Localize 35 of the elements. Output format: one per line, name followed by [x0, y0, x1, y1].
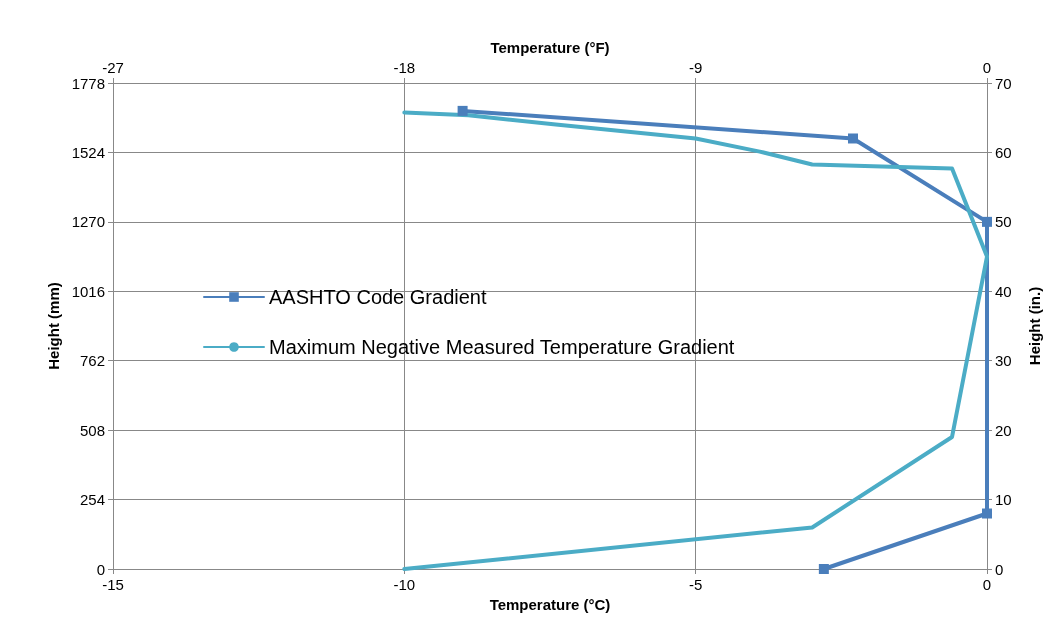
y2-tick-label: 40 — [995, 282, 1012, 300]
y2-tick-label: 10 — [995, 491, 1012, 509]
y-axis-title: Height (mm) — [44, 282, 62, 370]
x2-tick-label: 0 — [982, 59, 992, 76]
x-tick-label: -15 — [102, 576, 124, 593]
y-tick-label: 1016 — [71, 282, 105, 300]
y-tick-label: 1270 — [71, 213, 105, 231]
y-tick-label: 0 — [96, 560, 105, 578]
x2-tick-label: -27 — [102, 59, 124, 76]
y-tick-label: 1778 — [71, 74, 105, 92]
x2-tick-label: -9 — [688, 59, 703, 76]
y2-axis-title: Height (in.) — [1026, 286, 1043, 366]
x2-tick-label: -18 — [393, 59, 416, 76]
y2-tick-label: 0 — [995, 560, 1004, 578]
y-tick-label: 762 — [79, 352, 105, 370]
y2-tick-label: 20 — [995, 421, 1012, 439]
y2-tick-label: 60 — [995, 143, 1012, 161]
x-tick-label: -10 — [393, 576, 416, 593]
y2-tick-label: 70 — [995, 74, 1012, 92]
y-tick-label: 1524 — [71, 143, 105, 161]
point — [982, 216, 992, 227]
x2-axis-title: Temperature (°F) — [490, 39, 610, 57]
point — [982, 508, 992, 519]
x-tick-label: 0 — [982, 576, 992, 593]
y2-tick-label: 30 — [995, 352, 1012, 370]
point — [457, 105, 468, 116]
y2-tick-label: 50 — [995, 213, 1012, 231]
point — [818, 564, 829, 574]
y-tick-label: 508 — [79, 421, 105, 439]
point — [847, 133, 858, 144]
x-axis-title: Temperature (°C) — [489, 595, 611, 613]
legend-label: AASHTO Code Gradient — [269, 286, 487, 308]
y-tick-label: 254 — [79, 491, 105, 509]
x-tick-label: -5 — [688, 576, 703, 593]
legend-label: Maximum Negative Measured Temperature Gradient — [269, 336, 735, 358]
